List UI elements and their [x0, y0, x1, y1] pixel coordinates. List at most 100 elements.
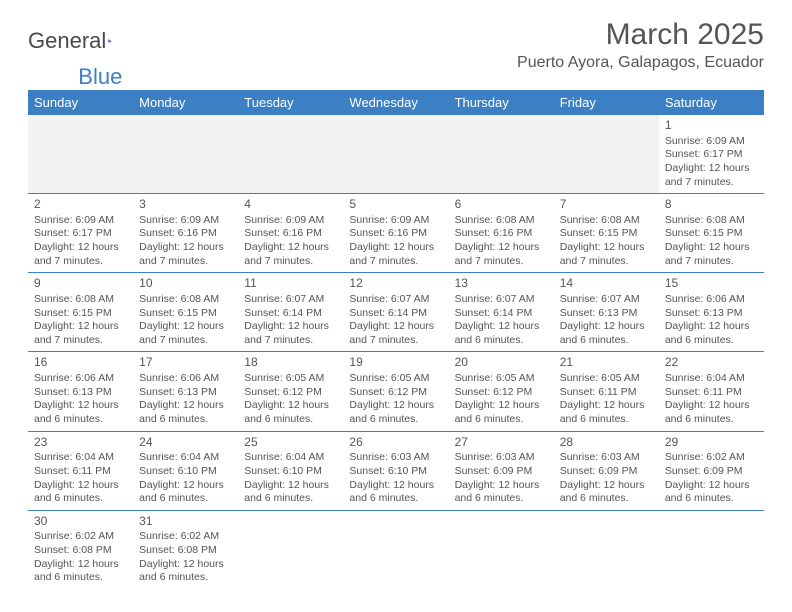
day-cell: 31Sunrise: 6:02 AMSunset: 6:08 PMDayligh… — [133, 511, 238, 589]
sunrise-text: Sunrise: 6:09 AM — [139, 214, 232, 228]
week-row: 23Sunrise: 6:04 AMSunset: 6:11 PMDayligh… — [28, 432, 764, 511]
day-cell: 20Sunrise: 6:05 AMSunset: 6:12 PMDayligh… — [449, 352, 554, 430]
daylight-text: Daylight: 12 hours and 6 minutes. — [665, 399, 758, 426]
week-row: 1Sunrise: 6:09 AMSunset: 6:17 PMDaylight… — [28, 115, 764, 194]
day-number: 3 — [139, 197, 232, 213]
sunrise-text: Sunrise: 6:08 AM — [34, 293, 127, 307]
day-number: 30 — [34, 514, 127, 530]
week-row: 30Sunrise: 6:02 AMSunset: 6:08 PMDayligh… — [28, 511, 764, 589]
sunset-text: Sunset: 6:16 PM — [349, 227, 442, 241]
daylight-text: Daylight: 12 hours and 6 minutes. — [455, 399, 548, 426]
sunset-text: Sunset: 6:15 PM — [560, 227, 653, 241]
sunset-text: Sunset: 6:09 PM — [455, 465, 548, 479]
daylight-text: Daylight: 12 hours and 6 minutes. — [34, 399, 127, 426]
flag-icon — [108, 32, 113, 50]
week-row: 16Sunrise: 6:06 AMSunset: 6:13 PMDayligh… — [28, 352, 764, 431]
day-cell: 12Sunrise: 6:07 AMSunset: 6:14 PMDayligh… — [343, 273, 448, 351]
day-number: 27 — [455, 435, 548, 451]
day-cell: 13Sunrise: 6:07 AMSunset: 6:14 PMDayligh… — [449, 273, 554, 351]
sunset-text: Sunset: 6:17 PM — [665, 148, 758, 162]
day-number: 25 — [244, 435, 337, 451]
day-cell: 5Sunrise: 6:09 AMSunset: 6:16 PMDaylight… — [343, 194, 448, 272]
sunset-text: Sunset: 6:15 PM — [34, 307, 127, 321]
day-number: 28 — [560, 435, 653, 451]
sunset-text: Sunset: 6:09 PM — [665, 465, 758, 479]
day-number: 29 — [665, 435, 758, 451]
sunset-text: Sunset: 6:14 PM — [349, 307, 442, 321]
day-number: 19 — [349, 355, 442, 371]
sunrise-text: Sunrise: 6:05 AM — [244, 372, 337, 386]
daylight-text: Daylight: 12 hours and 7 minutes. — [665, 241, 758, 268]
day-cell: 14Sunrise: 6:07 AMSunset: 6:13 PMDayligh… — [554, 273, 659, 351]
day-cell — [449, 511, 554, 589]
sunrise-text: Sunrise: 6:07 AM — [560, 293, 653, 307]
day-cell: 29Sunrise: 6:02 AMSunset: 6:09 PMDayligh… — [659, 432, 764, 510]
sunset-text: Sunset: 6:10 PM — [139, 465, 232, 479]
daylight-text: Daylight: 12 hours and 6 minutes. — [139, 399, 232, 426]
daylight-text: Daylight: 12 hours and 6 minutes. — [244, 399, 337, 426]
daylight-text: Daylight: 12 hours and 7 minutes. — [244, 241, 337, 268]
daylight-text: Daylight: 12 hours and 7 minutes. — [139, 241, 232, 268]
daylight-text: Daylight: 12 hours and 6 minutes. — [34, 479, 127, 506]
location-label: Puerto Ayora, Galapagos, Ecuador — [517, 54, 764, 72]
weekday-saturday: Saturday — [659, 90, 764, 115]
weekday-friday: Friday — [554, 90, 659, 115]
day-cell: 16Sunrise: 6:06 AMSunset: 6:13 PMDayligh… — [28, 352, 133, 430]
logo: General — [28, 28, 134, 54]
daylight-text: Daylight: 12 hours and 6 minutes. — [349, 399, 442, 426]
day-cell: 18Sunrise: 6:05 AMSunset: 6:12 PMDayligh… — [238, 352, 343, 430]
sunrise-text: Sunrise: 6:06 AM — [665, 293, 758, 307]
sunset-text: Sunset: 6:14 PM — [455, 307, 548, 321]
daylight-text: Daylight: 12 hours and 6 minutes. — [139, 558, 232, 585]
sunrise-text: Sunrise: 6:09 AM — [244, 214, 337, 228]
day-number: 22 — [665, 355, 758, 371]
weekday-thursday: Thursday — [449, 90, 554, 115]
week-row: 9Sunrise: 6:08 AMSunset: 6:15 PMDaylight… — [28, 273, 764, 352]
daylight-text: Daylight: 12 hours and 7 minutes. — [34, 241, 127, 268]
day-number: 14 — [560, 276, 653, 292]
sunset-text: Sunset: 6:13 PM — [665, 307, 758, 321]
daylight-text: Daylight: 12 hours and 7 minutes. — [665, 162, 758, 189]
sunset-text: Sunset: 6:11 PM — [560, 386, 653, 400]
sunrise-text: Sunrise: 6:09 AM — [34, 214, 127, 228]
sunrise-text: Sunrise: 6:03 AM — [560, 451, 653, 465]
day-cell — [554, 115, 659, 193]
calendar: Sunday Monday Tuesday Wednesday Thursday… — [28, 90, 764, 589]
day-number: 21 — [560, 355, 653, 371]
sunrise-text: Sunrise: 6:08 AM — [665, 214, 758, 228]
sunset-text: Sunset: 6:15 PM — [139, 307, 232, 321]
daylight-text: Daylight: 12 hours and 6 minutes. — [560, 479, 653, 506]
day-number: 26 — [349, 435, 442, 451]
daylight-text: Daylight: 12 hours and 7 minutes. — [455, 241, 548, 268]
sunrise-text: Sunrise: 6:05 AM — [560, 372, 653, 386]
weekday-header: Sunday Monday Tuesday Wednesday Thursday… — [28, 90, 764, 115]
sunset-text: Sunset: 6:12 PM — [455, 386, 548, 400]
sunset-text: Sunset: 6:10 PM — [349, 465, 442, 479]
logo-text-1: General — [28, 28, 106, 54]
day-cell: 19Sunrise: 6:05 AMSunset: 6:12 PMDayligh… — [343, 352, 448, 430]
day-number: 13 — [455, 276, 548, 292]
day-cell: 6Sunrise: 6:08 AMSunset: 6:16 PMDaylight… — [449, 194, 554, 272]
daylight-text: Daylight: 12 hours and 7 minutes. — [560, 241, 653, 268]
sunrise-text: Sunrise: 6:04 AM — [665, 372, 758, 386]
sunrise-text: Sunrise: 6:08 AM — [560, 214, 653, 228]
sunset-text: Sunset: 6:11 PM — [665, 386, 758, 400]
daylight-text: Daylight: 12 hours and 7 minutes. — [244, 320, 337, 347]
week-row: 2Sunrise: 6:09 AMSunset: 6:17 PMDaylight… — [28, 194, 764, 273]
sunrise-text: Sunrise: 6:09 AM — [349, 214, 442, 228]
day-number: 12 — [349, 276, 442, 292]
sunset-text: Sunset: 6:16 PM — [244, 227, 337, 241]
day-cell: 8Sunrise: 6:08 AMSunset: 6:15 PMDaylight… — [659, 194, 764, 272]
weekday-wednesday: Wednesday — [343, 90, 448, 115]
day-cell — [659, 511, 764, 589]
day-cell: 25Sunrise: 6:04 AMSunset: 6:10 PMDayligh… — [238, 432, 343, 510]
day-cell: 1Sunrise: 6:09 AMSunset: 6:17 PMDaylight… — [659, 115, 764, 193]
daylight-text: Daylight: 12 hours and 6 minutes. — [560, 399, 653, 426]
daylight-text: Daylight: 12 hours and 6 minutes. — [139, 479, 232, 506]
sunrise-text: Sunrise: 6:03 AM — [349, 451, 442, 465]
day-cell — [28, 115, 133, 193]
daylight-text: Daylight: 12 hours and 7 minutes. — [139, 320, 232, 347]
day-cell — [554, 511, 659, 589]
day-cell: 7Sunrise: 6:08 AMSunset: 6:15 PMDaylight… — [554, 194, 659, 272]
day-cell — [133, 115, 238, 193]
